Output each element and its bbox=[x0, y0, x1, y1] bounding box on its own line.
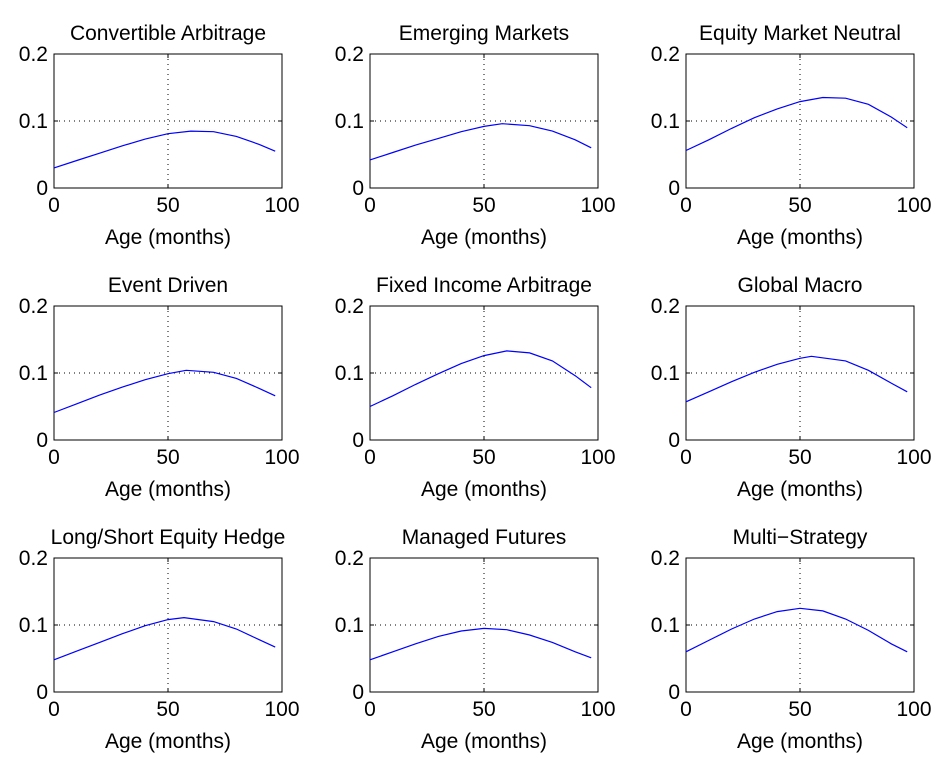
x-axis-label: Age (months) bbox=[421, 226, 547, 249]
x-axis-label: Age (months) bbox=[105, 730, 231, 753]
x-axis-label: Age (months) bbox=[737, 730, 863, 753]
series-line bbox=[369, 627, 592, 661]
subplot-1: Convertible Arbitrage 0 50 100 0 0.1 0.2 Age (m… bbox=[19, 22, 300, 249]
x-tick-label: 100 bbox=[580, 194, 615, 217]
x-axis-label: Age (months) bbox=[421, 478, 547, 501]
x-tick-label: 0 bbox=[364, 194, 376, 217]
subplot-title: Convertible Arbitrage bbox=[70, 22, 266, 45]
series-line bbox=[369, 123, 592, 161]
y-tick-label: 0.2 bbox=[335, 547, 364, 570]
x-tick-label: 50 bbox=[788, 698, 811, 721]
x-tick-label: 50 bbox=[156, 698, 179, 721]
x-tick-label: 0 bbox=[48, 446, 60, 469]
x-tick-label: 100 bbox=[264, 698, 299, 721]
x-tick-label: 100 bbox=[580, 698, 615, 721]
y-tick-label: 0.2 bbox=[335, 43, 364, 66]
x-tick-label: 100 bbox=[896, 194, 931, 217]
subplot-7: Long/Short Equity Hedge 0 50 100 0 0.1 0.2 Age … bbox=[19, 526, 300, 753]
x-tick-label: 100 bbox=[264, 446, 299, 469]
x-tick-label: 50 bbox=[472, 698, 495, 721]
y-tick-label: 0.1 bbox=[651, 362, 680, 385]
y-tick-label: 0 bbox=[668, 177, 680, 200]
subplot-title: Event Driven bbox=[108, 274, 228, 297]
x-tick-label: 50 bbox=[472, 446, 495, 469]
subplot-5: Fixed Income Arbitrage 0 50 100 0 0.1 0.2 Age (… bbox=[335, 274, 616, 501]
x-tick-label: 50 bbox=[788, 446, 811, 469]
subplot-title: Managed Futures bbox=[402, 526, 567, 549]
subplot-9: Multi−Strategy 0 50 100 0 0.1 0.2 Age (months) bbox=[651, 526, 932, 753]
series-line bbox=[685, 607, 908, 653]
y-tick-label: 0 bbox=[36, 429, 48, 452]
y-tick-label: 0.2 bbox=[651, 547, 680, 570]
x-tick-label: 50 bbox=[156, 194, 179, 217]
x-axis-label: Age (months) bbox=[421, 730, 547, 753]
x-tick-label: 0 bbox=[48, 698, 60, 721]
x-tick-label: 0 bbox=[48, 194, 60, 217]
y-tick-label: 0.2 bbox=[19, 43, 48, 66]
subplot-3: Equity Market Neutral 0 50 100 0 0.1 0.2 Age (m… bbox=[651, 22, 932, 249]
x-axis-label: Age (months) bbox=[105, 478, 231, 501]
x-tick-label: 50 bbox=[156, 446, 179, 469]
y-tick-label: 0.1 bbox=[651, 614, 680, 637]
y-tick-label: 0.2 bbox=[651, 295, 680, 318]
x-tick-label: 0 bbox=[680, 698, 692, 721]
series-line bbox=[53, 369, 276, 414]
y-tick-label: 0.2 bbox=[19, 547, 48, 570]
series-line bbox=[53, 130, 276, 169]
x-axis-label: Age (months) bbox=[105, 226, 231, 249]
y-tick-label: 0 bbox=[668, 429, 680, 452]
y-tick-label: 0.1 bbox=[19, 362, 48, 385]
y-tick-label: 0 bbox=[668, 681, 680, 704]
series-line bbox=[53, 616, 276, 661]
x-tick-label: 0 bbox=[364, 698, 376, 721]
x-axis-label: Age (months) bbox=[737, 226, 863, 249]
x-axis-label: Age (months) bbox=[737, 478, 863, 501]
y-tick-label: 0 bbox=[352, 429, 364, 452]
y-tick-label: 0.2 bbox=[335, 295, 364, 318]
y-tick-label: 0 bbox=[36, 177, 48, 200]
y-tick-label: 0.1 bbox=[19, 614, 48, 637]
subplot-4: Event Driven 0 50 100 0 0.1 0.2 Age (months) bbox=[19, 274, 300, 501]
y-tick-label: 0 bbox=[352, 177, 364, 200]
x-tick-label: 100 bbox=[896, 446, 931, 469]
subplot-title: Equity Market Neutral bbox=[699, 22, 901, 45]
y-tick-label: 0 bbox=[36, 681, 48, 704]
subplot-title: Multi−Strategy bbox=[733, 526, 868, 549]
x-tick-label: 50 bbox=[788, 194, 811, 217]
y-tick-label: 0 bbox=[352, 681, 364, 704]
subplot-2: Emerging Markets 0 50 100 0 0.1 0.2 Age (months… bbox=[335, 22, 616, 249]
y-tick-label: 0.2 bbox=[19, 295, 48, 318]
series-line bbox=[685, 96, 908, 152]
x-tick-label: 0 bbox=[680, 446, 692, 469]
y-tick-label: 0.1 bbox=[335, 362, 364, 385]
y-tick-label: 0.1 bbox=[335, 110, 364, 133]
x-tick-label: 50 bbox=[472, 194, 495, 217]
x-tick-label: 100 bbox=[896, 698, 931, 721]
y-tick-label: 0.1 bbox=[335, 614, 364, 637]
x-tick-label: 0 bbox=[364, 446, 376, 469]
subplot-6: Global Macro 0 50 100 0 0.1 0.2 Age (months) bbox=[651, 274, 932, 501]
y-tick-label: 0.1 bbox=[651, 110, 680, 133]
series-line bbox=[369, 350, 592, 408]
x-tick-label: 0 bbox=[680, 194, 692, 217]
subplot-title: Fixed Income Arbitrage bbox=[376, 274, 592, 297]
x-tick-label: 100 bbox=[264, 194, 299, 217]
y-tick-label: 0.1 bbox=[19, 110, 48, 133]
y-tick-label: 0.2 bbox=[651, 43, 680, 66]
subplot-title: Emerging Markets bbox=[399, 22, 569, 45]
subplot-title: Long/Short Equity Hedge bbox=[51, 526, 286, 549]
x-tick-label: 100 bbox=[580, 446, 615, 469]
subplot-8: Managed Futures 0 50 100 0 0.1 0.2 Age (months) bbox=[335, 526, 616, 753]
series-line bbox=[685, 355, 908, 403]
subplot-title: Global Macro bbox=[738, 274, 863, 297]
